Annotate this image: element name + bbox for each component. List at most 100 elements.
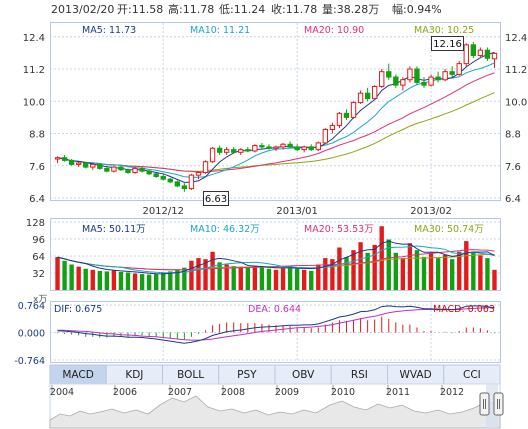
- candle-body: [54, 157, 61, 160]
- high-value: 11.78: [183, 3, 215, 16]
- volume-bar: [464, 241, 469, 290]
- volume-bar: [344, 257, 349, 290]
- tab-macd[interactable]: MACD: [49, 364, 107, 385]
- volume-bar: [435, 258, 441, 290]
- ma-legend-item: MA20: 10.90: [304, 25, 364, 36]
- ma-legend-item: MA10: 11.21: [190, 25, 250, 36]
- candle-body: [484, 49, 491, 59]
- timeline-area: [49, 395, 501, 429]
- macd-tick: -0.764: [14, 356, 45, 367]
- year-label: 2007: [168, 387, 192, 398]
- header-date: 2013/02/20: [51, 3, 114, 16]
- tab-rsi[interactable]: RSI: [330, 364, 388, 385]
- candle-body: [125, 169, 131, 173]
- timeline-left-handle[interactable]: [479, 392, 490, 416]
- volume-bar: [442, 254, 448, 290]
- high-callout: 12.16: [431, 36, 464, 51]
- candle-body: [181, 185, 188, 190]
- tab-label: KDJ: [125, 369, 143, 381]
- volume-bar: [365, 252, 370, 290]
- candle-body: [477, 49, 484, 57]
- close-value: 11.78: [286, 3, 318, 16]
- year-label: 2011: [386, 387, 410, 398]
- volume-tick: 32: [32, 269, 45, 280]
- volume-bar: [302, 269, 307, 290]
- volume-bar: [76, 266, 81, 290]
- candle-body: [343, 112, 350, 118]
- tab-label: RSI: [351, 369, 368, 381]
- candle-body: [463, 44, 469, 65]
- open-value: 11.58: [132, 3, 164, 16]
- volume-legend-item: MA20: 53.53万: [304, 224, 374, 235]
- candle-body: [209, 147, 216, 163]
- tab-wvad[interactable]: WVAD: [387, 364, 445, 385]
- volume-bar: [273, 269, 279, 290]
- svg-text:高:11.78: 高:11.78: [168, 2, 214, 16]
- tab-cci[interactable]: CCI: [443, 364, 501, 385]
- low-tag: 6.63: [205, 194, 227, 205]
- macd-unit: x万: [33, 295, 47, 305]
- candle-body: [273, 146, 279, 149]
- candle-body: [118, 166, 124, 171]
- candle-body: [379, 71, 385, 87]
- dea-line: [57, 307, 495, 341]
- volume-bar: [323, 258, 328, 290]
- candle-body: [428, 76, 434, 86]
- tab-obv[interactable]: OBV: [274, 364, 332, 385]
- tab-boll[interactable]: BOLL: [162, 364, 220, 385]
- high-label: 高:: [168, 2, 183, 16]
- price-tick-right: 7.6: [505, 162, 521, 173]
- volume-bar: [421, 257, 427, 290]
- volume-ma10-line: [57, 245, 495, 274]
- price-tick-left: 11.2: [23, 65, 45, 76]
- volume-bar: [182, 267, 187, 290]
- candle-body: [90, 163, 96, 168]
- candle-body: [68, 159, 75, 165]
- low-value: 11.24: [234, 3, 266, 16]
- volume-bar: [428, 252, 434, 290]
- dif-label: DIF: 0.675: [54, 304, 102, 315]
- candle-body: [329, 124, 336, 130]
- ma-legend: MA5: 11.73 MA10: 11.21 MA20: 10.90 MA30: 10…: [82, 25, 474, 36]
- candle-body: [238, 149, 244, 153]
- volume-bar: [90, 269, 95, 290]
- header-quote: 开:11.58 高:11.78 低:11.24 收:11.78 量:38.28万…: [117, 2, 442, 16]
- volume-bar: [457, 251, 462, 290]
- candle-body: [266, 146, 272, 149]
- volume-bar: [189, 260, 194, 290]
- candle-body: [294, 146, 300, 151]
- volume-bar: [203, 259, 208, 290]
- volume-bar: [386, 239, 391, 290]
- candle-body: [188, 174, 195, 190]
- volume-bar: [351, 250, 356, 290]
- year-label: 2010: [331, 387, 355, 398]
- year-label: 2009: [275, 387, 299, 398]
- volume-bar: [104, 271, 110, 290]
- candle-body: [407, 68, 413, 81]
- volume-bar: [330, 259, 335, 290]
- volume-bar: [471, 252, 476, 290]
- candle-body: [139, 167, 145, 172]
- price-tick-left: 7.6: [29, 162, 45, 173]
- macd-legend: x万 DIF: 0.675 DEA: 0.644 MACD: 0.063: [33, 295, 495, 315]
- candle-body: [231, 149, 237, 153]
- volume-legend-item: MA10: 46.32万: [190, 224, 260, 235]
- volume-bar: [132, 273, 138, 290]
- volume-bar: [196, 258, 201, 290]
- tab-label: PSY: [237, 369, 257, 381]
- timeline-right-handle[interactable]: [493, 392, 504, 416]
- macd-tick: 0.000: [18, 329, 45, 340]
- candle-body: [435, 76, 441, 81]
- tab-kdj[interactable]: KDJ: [105, 364, 163, 385]
- axis-labels: 12.4 12.4 11.2 11.2 10.0 10.0 8.8 8.8 7.6 7.6 6.4 6…: [14, 33, 527, 367]
- candle-body: [350, 102, 357, 118]
- volume-bar: [309, 270, 314, 290]
- price-tick-right: 10.0: [505, 97, 527, 108]
- candle-body: [308, 146, 314, 151]
- svg-text:收:11.78: 收:11.78: [271, 2, 317, 16]
- volume-bar: [400, 258, 406, 290]
- tab-label: CCI: [463, 369, 481, 381]
- tab-psy[interactable]: PSY: [218, 364, 276, 385]
- volume-bar: [111, 270, 117, 290]
- tab-label: BOLL: [177, 369, 204, 381]
